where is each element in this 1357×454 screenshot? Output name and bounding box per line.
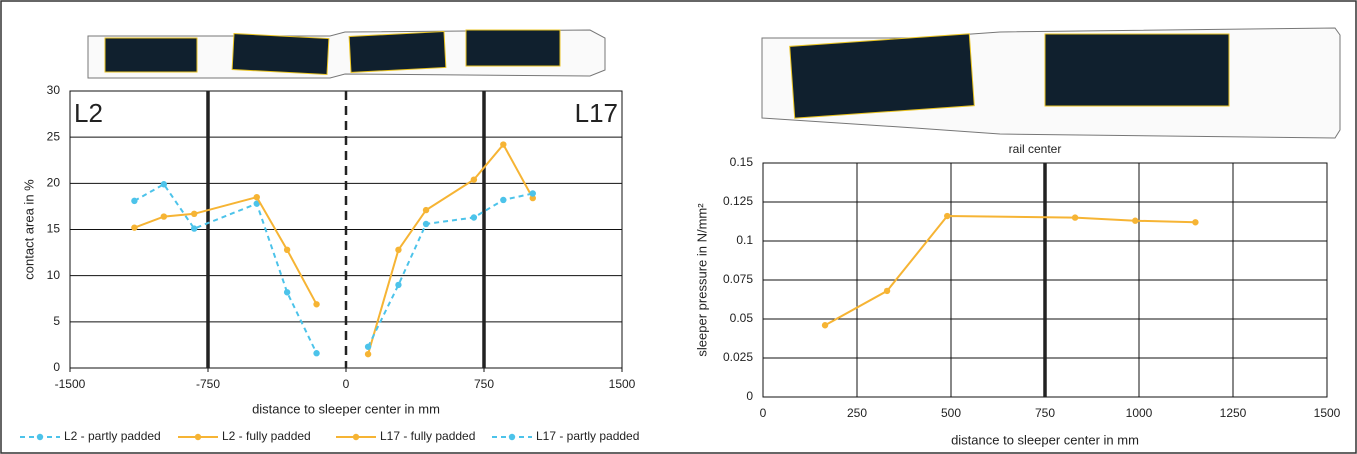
legend-marker xyxy=(353,434,359,440)
data-point xyxy=(471,176,477,182)
data-point xyxy=(944,213,950,219)
x-axis-label: distance to sleeper center in mm xyxy=(252,401,440,416)
data-point xyxy=(1132,218,1138,224)
y-tick-label: 5 xyxy=(53,314,60,328)
x-tick-label: 0 xyxy=(760,406,767,420)
y-tick-label: 15 xyxy=(47,222,61,236)
figure: 0 5 10 15 20 25 30 -1500 -750 0 750 1500 distance to… xyxy=(0,0,1357,454)
annotation: L2 xyxy=(74,98,103,128)
data-point xyxy=(500,197,506,203)
data-point xyxy=(131,224,137,230)
y-tick-label: 0.025 xyxy=(723,350,753,364)
x-tick-label: 1250 xyxy=(1220,406,1247,420)
x-tick-label: 250 xyxy=(847,406,867,420)
data-point xyxy=(530,190,536,196)
x-tick-label: 1000 xyxy=(1126,406,1153,420)
x-tick-label: 1500 xyxy=(1314,406,1341,420)
x-tick-label: 750 xyxy=(1035,406,1055,420)
annotation: L17 xyxy=(575,98,618,128)
annotation: rail center xyxy=(1009,142,1062,156)
y-tick-label: 0.125 xyxy=(723,194,753,208)
legend-label: L2 - partly padded xyxy=(64,429,161,443)
data-point xyxy=(365,351,371,357)
data-point xyxy=(1072,214,1078,220)
data-point xyxy=(365,344,371,350)
data-point xyxy=(423,221,429,227)
y-tick-label: 10 xyxy=(47,268,61,282)
data-point xyxy=(395,247,401,253)
data-point xyxy=(284,247,290,253)
x-tick-label: 0 xyxy=(343,377,350,391)
data-point xyxy=(191,225,197,231)
y-tick-label: 0 xyxy=(53,360,60,374)
legend-label: L2 - fully padded xyxy=(222,429,311,443)
y-tick-label: 30 xyxy=(47,83,61,97)
legend-label: L17 - partly padded xyxy=(536,429,639,443)
x-tick-label: 1500 xyxy=(609,377,636,391)
data-point xyxy=(161,181,167,187)
y-tick-label: 0.075 xyxy=(723,272,753,286)
data-point xyxy=(161,213,167,219)
data-point xyxy=(131,198,137,204)
y-tick-label: 0.05 xyxy=(730,311,754,325)
x-tick-label: -750 xyxy=(196,377,220,391)
legend-marker xyxy=(37,434,43,440)
data-point xyxy=(254,194,260,200)
x-tick-label: 500 xyxy=(941,406,961,420)
data-point xyxy=(313,350,319,356)
legend-marker xyxy=(195,434,201,440)
y-tick-label: 0 xyxy=(746,389,753,403)
y-tick-label: 20 xyxy=(47,176,61,190)
x-tick-label: 750 xyxy=(474,377,494,391)
data-point xyxy=(1192,219,1198,225)
y-tick-label: 0.15 xyxy=(730,155,754,169)
data-point xyxy=(395,282,401,288)
sleeper-image-left xyxy=(88,30,605,78)
sleeper-image-right xyxy=(762,28,1340,138)
legend-marker xyxy=(509,434,515,440)
y-tick-label: 0.1 xyxy=(736,233,753,247)
x-tick-label: -1500 xyxy=(55,377,86,391)
page: {"chart_data": [ {"type": "line", "x_lab… xyxy=(0,0,1357,454)
data-point xyxy=(471,214,477,220)
y-axis-label: contact area in % xyxy=(21,179,36,280)
data-point xyxy=(284,289,290,295)
data-point xyxy=(822,322,828,328)
data-point xyxy=(313,301,319,307)
y-tick-label: 25 xyxy=(47,129,61,143)
data-point xyxy=(500,141,506,147)
y-axis-label: sleeper pressure in N/mm² xyxy=(694,203,709,357)
legend-label: L17 - fully padded xyxy=(380,429,475,443)
data-point xyxy=(423,207,429,213)
data-point xyxy=(191,211,197,217)
data-point xyxy=(884,288,890,294)
x-axis-label: distance to sleeper center in mm xyxy=(951,432,1139,447)
